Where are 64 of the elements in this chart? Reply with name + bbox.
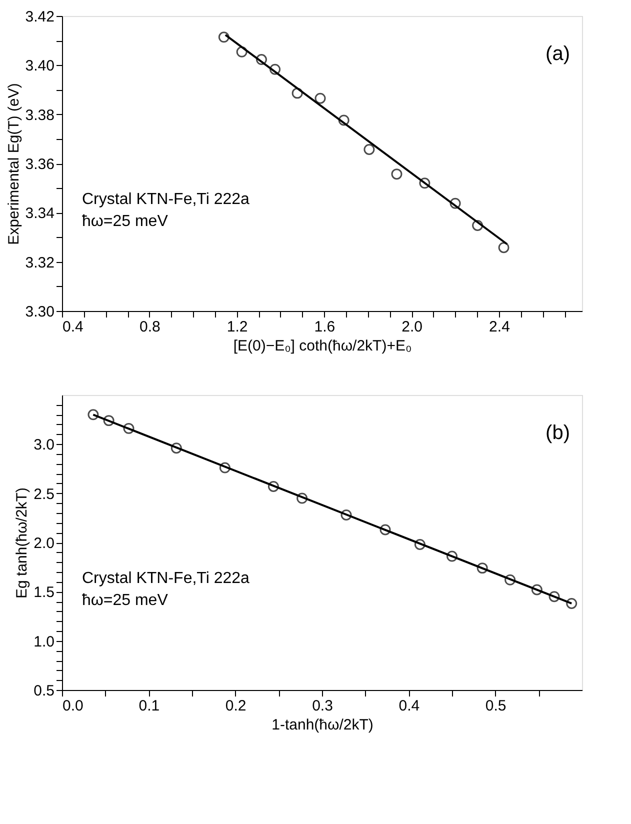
point: [236, 46, 248, 58]
point: [548, 591, 560, 602]
point: [88, 409, 99, 420]
point: [103, 415, 114, 426]
point: [218, 32, 230, 43]
point: [170, 442, 182, 454]
point: [472, 220, 484, 231]
point: [531, 584, 542, 596]
y-tick-label: 3.0: [34, 436, 54, 454]
y-tick-label: 1.0: [34, 633, 54, 650]
annotation: Crystal KTN-Fe,Ti 222a: [82, 570, 250, 587]
point: [476, 562, 488, 574]
point: [296, 492, 308, 504]
point: [314, 92, 326, 104]
x-axis-title: 1-tanh(ħω/2kT): [272, 716, 374, 734]
x-tick-label: 2.4: [489, 318, 510, 336]
x-tick-label: 1.6: [314, 318, 336, 336]
annotation: (b): [546, 422, 570, 444]
point: [340, 509, 352, 520]
x-tick-label: 0.2: [225, 698, 246, 714]
y-tick-label: 3.36: [25, 156, 54, 173]
y-tick-label: 3.42: [25, 8, 54, 26]
x-tick-label: 0.4: [398, 698, 420, 714]
y-axis-title: Experimental Eg(T) (eV): [5, 83, 22, 245]
y-axis-title: Eg tanh(ħω/2kT): [14, 488, 31, 598]
y-tick-label: 0.5: [34, 682, 54, 700]
x-tick-label: 0.4: [62, 318, 84, 336]
y-tick-label: 3.32: [25, 254, 54, 272]
x-tick-label: 0.3: [312, 698, 333, 714]
y-tick-label: 3.34: [25, 205, 54, 222]
point: [380, 524, 391, 536]
x-tick-label: 0.5: [485, 698, 506, 714]
point: [414, 538, 426, 550]
annotation: Crystal KTN-Fe,Ti 222a: [82, 190, 250, 208]
x-axis-title: [E(0)−E₀] coth(ħω/2kT)+E₀: [233, 338, 412, 354]
annotation: ħω=25 meV: [82, 212, 168, 230]
y-tick-label: 3.30: [25, 304, 54, 320]
y-tick-label: 2.5: [34, 486, 54, 503]
y-tick-label: 1.5: [34, 584, 54, 602]
point: [268, 480, 279, 492]
point: [270, 64, 281, 75]
x-tick-label: 1.2: [226, 318, 248, 336]
point: [123, 422, 134, 434]
point: [566, 598, 578, 609]
point: [364, 144, 375, 155]
x-tick-label: 0.0: [62, 698, 84, 714]
y-tick-label: 3.38: [25, 106, 54, 124]
x-tick-label: 2.0: [402, 318, 423, 336]
point: [498, 242, 510, 254]
point: [292, 88, 303, 99]
x-tick-label: 0.1: [138, 698, 160, 714]
point: [450, 198, 461, 209]
point: [338, 114, 350, 126]
point: [391, 168, 402, 180]
y-tick-label: 2.0: [34, 535, 54, 552]
x-tick-label: 0.8: [139, 318, 160, 336]
y-tick-label: 3.40: [25, 58, 54, 75]
point: [419, 178, 430, 189]
annotation: ħω=25 meV: [82, 592, 168, 609]
annotation: (a): [546, 43, 570, 65]
point: [219, 462, 230, 474]
point: [256, 54, 267, 65]
point: [504, 574, 516, 586]
point: [446, 550, 458, 562]
